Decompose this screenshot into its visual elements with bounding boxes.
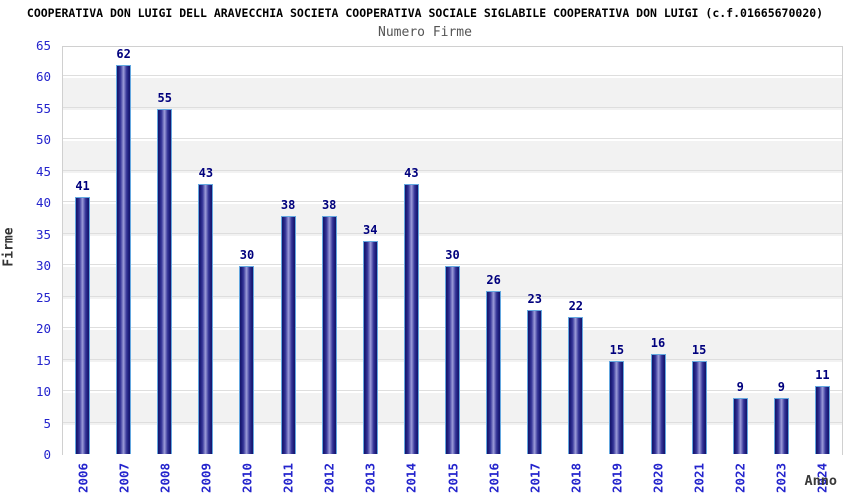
x-tick-2022: 2022 [732,462,748,494]
bar-value-label: 34 [363,223,378,238]
x-tick-2006: 2006 [75,462,91,494]
x-tick-2009: 2009 [198,462,214,494]
bar-value-label: 55 [157,90,172,105]
plot-band [63,78,842,110]
plot-band [63,172,842,205]
x-tick-2015: 2015 [445,462,460,494]
x-tick-2010: 2010 [239,462,255,494]
x-tick-2014: 2014 [403,462,419,494]
plot-band [63,141,842,173]
gridline [63,232,842,234]
bar-2012 [321,215,337,454]
bar-2015 [445,266,460,454]
y-axis-title: Firme [1,227,17,267]
chart-title: COOPERATIVA DON LUIGI DELL ARAVECCHIA SO… [26,6,824,20]
x-tick-2023: 2023 [773,462,789,494]
y-tick-25: 25 [35,289,51,305]
plot-band [63,235,842,268]
x-tick-2017: 2017 [527,462,543,494]
bar-2009 [198,184,214,454]
bar-2010 [239,266,255,454]
y-tick-40: 40 [35,195,51,211]
y-tick-55: 55 [35,100,51,116]
y-tick-65: 65 [35,38,51,53]
x-tick-2011: 2011 [280,462,296,494]
y-tick-60: 60 [35,69,51,85]
bar-2021 [691,360,707,454]
gridline [63,264,842,266]
y-tick-10: 10 [35,384,51,400]
gridline [63,201,842,203]
bar-value-label: 38 [280,197,296,212]
bar-2014 [403,184,419,454]
bar-2020 [650,354,666,454]
bar-value-label: 43 [198,166,214,181]
gridline [63,106,842,108]
x-tick-2012: 2012 [321,462,337,494]
bar-value-label: 26 [486,273,501,288]
bar-2018 [568,316,584,454]
bar-value-label: 15 [691,342,707,357]
y-tick-0: 0 [43,447,51,462]
plot-area [62,46,843,456]
bar-value-label: 30 [445,248,460,263]
plot-band [63,204,842,236]
x-tick-2013: 2013 [362,462,378,494]
bar-2013 [362,241,378,454]
bar-value-label: 23 [527,292,542,307]
x-tick-2008: 2008 [157,462,173,494]
y-tick-20: 20 [35,321,51,337]
x-tick-2020: 2020 [650,462,666,494]
bar-value-label: 9 [777,380,785,395]
bar-value-label: 22 [568,298,584,313]
gridline [63,75,842,77]
plot-band [63,47,842,79]
y-tick-15: 15 [35,352,51,368]
x-tick-2016: 2016 [486,462,502,494]
bar-value-label: 11 [815,367,830,382]
x-tick-2018: 2018 [568,462,584,494]
x-tick-2019: 2019 [609,462,625,494]
x-tick-2021: 2021 [691,462,707,494]
y-tick-50: 50 [35,132,51,148]
gridline [63,138,842,140]
bar-2022 [732,398,748,454]
bar-2024 [814,385,830,454]
bar-2023 [773,398,789,454]
y-tick-5: 5 [43,415,51,431]
bar-value-label: 62 [116,46,131,61]
x-tick-2007: 2007 [116,462,132,494]
bar-value-label: 30 [239,248,255,263]
bar-value-label: 38 [321,197,337,212]
bar-value-label: 15 [609,342,625,357]
y-tick-30: 30 [35,258,51,274]
bar-2011 [280,215,296,454]
bar-2006 [75,197,91,454]
bar-2017 [527,310,543,454]
bar-value-label: 16 [650,336,666,351]
bar-2016 [486,291,502,454]
y-tick-45: 45 [35,163,51,179]
gridline [63,169,842,171]
x-axis-title: Anno [804,473,837,489]
bar-value-label: 43 [404,166,419,181]
bar-2008 [157,108,173,454]
y-tick-35: 35 [35,226,51,242]
chart-subtitle: Numero Firme [378,25,472,40]
bar-value-label: 41 [75,179,90,193]
bar-value-label: 9 [736,380,744,395]
plot-band [63,109,842,142]
bar-2019 [609,360,625,454]
bar-2007 [116,64,132,454]
